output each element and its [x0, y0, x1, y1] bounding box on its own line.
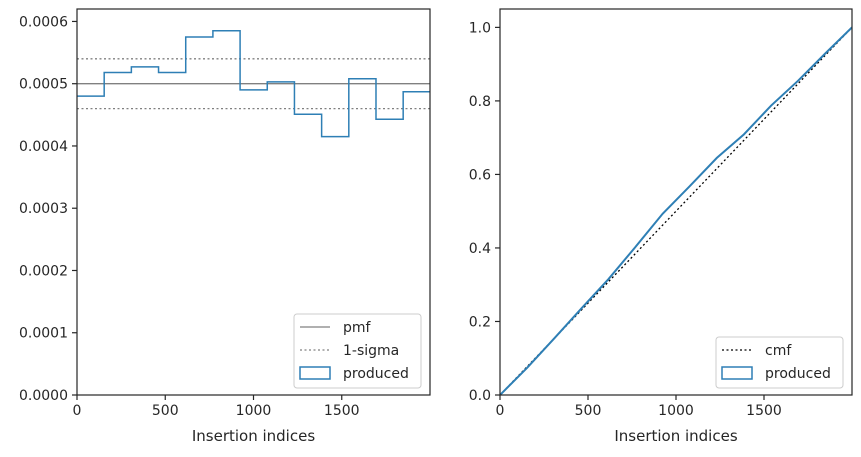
series-produced — [500, 26, 852, 395]
y-tick-label: 0.8 — [469, 94, 491, 110]
x-tick-label: 0 — [496, 403, 505, 419]
x-tick-label: 1500 — [746, 403, 782, 419]
x-tick-label: 500 — [575, 403, 602, 419]
legend-label: cmf — [765, 343, 792, 359]
y-tick-label: 0.0002 — [19, 263, 68, 279]
y-tick-label: 0.6 — [469, 167, 491, 183]
x-tick-label: 1500 — [324, 403, 360, 419]
legend-handle-produced — [721, 366, 753, 380]
x-tick-label: 1000 — [236, 403, 272, 419]
plot-area — [77, 30, 430, 138]
legend-handle-produced — [299, 366, 331, 380]
legend-label: pmf — [343, 320, 372, 336]
y-tick-label: 0.0001 — [19, 326, 68, 342]
legend-box — [293, 313, 422, 389]
y-tick-label: 0.2 — [469, 314, 491, 330]
plot-area — [500, 26, 852, 395]
y-tick-label: 0.0 — [469, 388, 491, 404]
chart-cmf: 0 500 1000 1500 0.0 0.2 0.4 0.6 0.8 1.0 Insertion … — [469, 8, 853, 445]
x-axis-label: Insertion indices — [614, 427, 737, 445]
legend: pmf 1-sigma produced — [293, 313, 422, 389]
y-tick-label: 0.0003 — [19, 201, 68, 217]
y-tick-label: 0.0005 — [19, 77, 68, 93]
series-produced — [77, 30, 430, 138]
y-tick-label: 0.4 — [469, 241, 491, 257]
y-tick-label: 0.0004 — [19, 139, 68, 155]
x-tick-label: 1000 — [658, 403, 694, 419]
chart-pmf: 0 500 1000 1500 0.0000 0.0001 0.0002 0.0003 0.00… — [19, 8, 431, 445]
legend: cmf produced — [715, 336, 844, 389]
legend-label: produced — [765, 366, 831, 382]
y-tick-label: 0.0000 — [19, 388, 68, 404]
x-tick-label: 0 — [73, 403, 82, 419]
y-tick-label: 1.0 — [469, 20, 491, 36]
y-tick-label: 0.0006 — [19, 14, 68, 30]
legend-box — [715, 336, 844, 389]
legend-label: 1-sigma — [343, 343, 399, 359]
x-axis-label: Insertion indices — [192, 427, 315, 445]
series-cmf — [500, 26, 852, 395]
legend-label: produced — [343, 366, 409, 382]
x-tick-label: 500 — [152, 403, 179, 419]
